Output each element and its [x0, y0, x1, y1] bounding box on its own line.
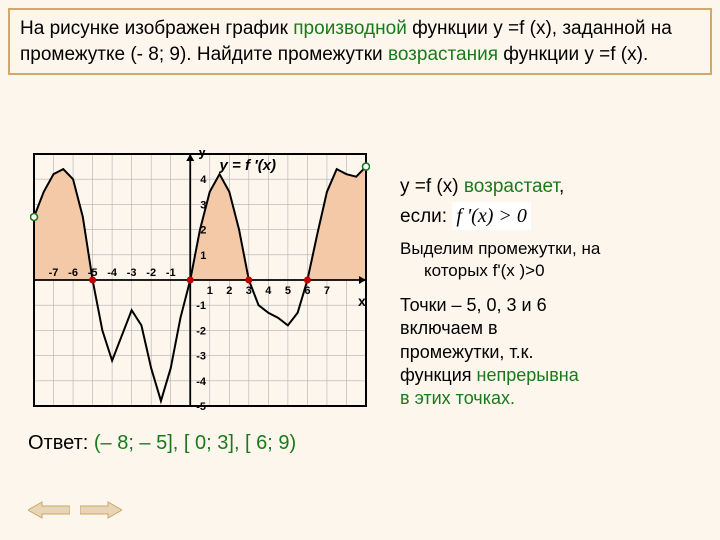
svg-text:4: 4: [200, 174, 207, 186]
b2l1: Выделим промежутки, на: [400, 238, 710, 260]
b2l2: которых f'(x )>0: [400, 260, 710, 282]
nav-arrows: [28, 500, 128, 525]
rt1a: у =f (x): [400, 176, 464, 197]
b3l2: включаем в: [400, 317, 710, 340]
svg-text:2: 2: [200, 225, 206, 237]
svg-text:1: 1: [207, 285, 213, 297]
next-arrow-icon[interactable]: [80, 500, 122, 520]
header-text-2: производной: [293, 18, 407, 39]
explain-block-3: Точки – 5, 0, 3 и 6 включаем в промежутк…: [400, 294, 710, 411]
svg-text:-3: -3: [196, 351, 206, 363]
svg-text:3: 3: [200, 199, 206, 211]
svg-text:3: 3: [246, 285, 252, 297]
svg-text:-1: -1: [196, 300, 206, 312]
svg-text:1: 1: [200, 250, 206, 262]
svg-text:-3: -3: [127, 267, 137, 279]
svg-text:-2: -2: [146, 267, 156, 279]
answer-intervals: (– 8; – 5], [ 0; 3], [ 6; 9): [94, 432, 296, 454]
svg-text:-4: -4: [196, 376, 207, 388]
svg-text:5: 5: [285, 285, 291, 297]
explanation-column: у =f (x) возрастает, если: f '(x) > 0 Вы…: [400, 175, 710, 411]
b3l1: Точки – 5, 0, 3 и 6: [400, 294, 710, 317]
problem-header: На рисунке изображен график производной …: [8, 8, 712, 75]
rt1c: ,: [559, 176, 564, 197]
svg-text:4: 4: [265, 285, 272, 297]
svg-text:6: 6: [304, 285, 310, 297]
svg-text:-5: -5: [196, 401, 206, 413]
svg-text:-1: -1: [166, 267, 176, 279]
b3l4b: непрерывна: [477, 365, 579, 385]
derivative-chart: -7-6-5-4-3-2-112345671234-1-2-3-4-5yxy =…: [30, 150, 370, 415]
header-text-4: возрастания: [388, 44, 498, 65]
svg-text:-6: -6: [68, 267, 78, 279]
svg-text:x: x: [358, 293, 366, 309]
header-text-5: функции у =f (x).: [498, 44, 648, 65]
prev-arrow-icon[interactable]: [28, 500, 70, 520]
rt2a: если:: [400, 206, 452, 227]
svg-text:-7: -7: [49, 267, 59, 279]
svg-text:7: 7: [324, 285, 330, 297]
header-text-1: На рисунке изображен график: [20, 18, 293, 39]
rt1b: возрастает: [464, 176, 559, 197]
formula: f '(x) > 0: [452, 202, 531, 230]
answer-row: Ответ: (– 8; – 5], [ 0; 3], [ 6; 9): [28, 432, 296, 455]
explain-block-2: Выделим промежутки, на которых f'(x )>0: [400, 238, 710, 282]
answer-label: Ответ:: [28, 432, 88, 454]
b3l4a: функция: [400, 365, 477, 385]
svg-text:-4: -4: [107, 267, 118, 279]
b3l5: в этих точках.: [400, 387, 710, 410]
b3l3: промежутки, т.к.: [400, 341, 710, 364]
svg-text:-2: -2: [196, 325, 206, 337]
svg-text:y: y: [198, 150, 206, 159]
svg-text:y = f ′(x): y = f ′(x): [219, 157, 277, 174]
svg-text:2: 2: [226, 285, 232, 297]
